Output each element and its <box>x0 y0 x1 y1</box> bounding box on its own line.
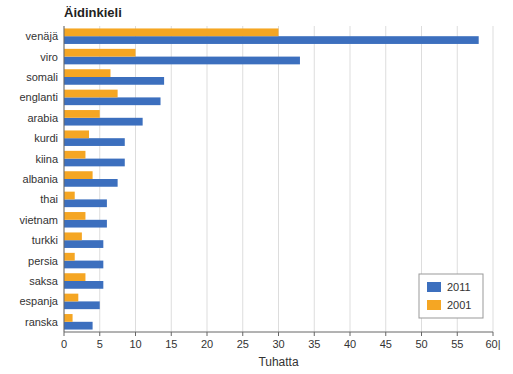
bar <box>64 199 107 207</box>
tick-mark <box>457 332 458 336</box>
tick-label: 55 <box>451 338 463 350</box>
tick-mark <box>242 332 243 336</box>
category-label: arabia <box>27 112 58 124</box>
grid-line <box>171 26 172 332</box>
category-label: englanti <box>19 91 58 103</box>
grid-line <box>314 26 315 332</box>
grid-line <box>385 26 386 332</box>
x-axis-label: Tuhatta <box>258 355 299 369</box>
bar <box>64 28 279 36</box>
category-label: espanja <box>19 295 58 307</box>
category-label: somali <box>26 71 58 83</box>
tick-mark <box>493 332 494 336</box>
tick-label: 50 <box>415 338 427 350</box>
bar <box>64 281 103 289</box>
tick-label: 35 <box>308 338 320 350</box>
category-label: thai <box>40 193 58 205</box>
tick-mark <box>99 332 100 336</box>
grid-line <box>135 26 136 332</box>
bar <box>64 261 103 269</box>
bar <box>64 212 85 220</box>
category-label: venäjä <box>26 30 59 42</box>
bar <box>64 232 82 240</box>
category-label: vietnam <box>19 214 58 226</box>
category-label: albania <box>23 173 59 185</box>
grid-line <box>242 26 243 332</box>
bar <box>64 220 107 228</box>
grid-line <box>350 26 351 332</box>
bar <box>64 36 479 44</box>
category-label: turkki <box>32 234 58 246</box>
bar <box>64 301 100 309</box>
y-axis-line <box>64 26 65 332</box>
grid-line <box>64 26 65 332</box>
category-label: kurdi <box>34 132 58 144</box>
y-axis: venäjä viro somali englanti arabia kurdi kiina… <box>19 30 58 328</box>
bar <box>64 294 78 302</box>
category-label: viro <box>40 51 58 63</box>
title: Äidinkieli <box>64 5 122 20</box>
tick-mark <box>278 332 279 336</box>
category-label: kiina <box>35 153 59 165</box>
bar <box>64 273 85 281</box>
legend: 2011 2001 <box>419 274 483 318</box>
tick-label: 40 <box>344 338 356 350</box>
bar <box>64 192 75 200</box>
bar <box>64 159 125 167</box>
grid <box>64 26 493 332</box>
legend-label: 2011 <box>447 281 471 293</box>
legend-swatch <box>427 282 441 292</box>
bar <box>64 118 143 126</box>
bar <box>64 69 110 77</box>
bar <box>64 179 118 187</box>
bar <box>64 240 103 248</box>
bar <box>64 314 73 322</box>
chart-svg: 0 5 10 15 20 25 30 35 40 45 50 55 60| venäjä viro somal… <box>0 0 513 374</box>
grid-line <box>278 26 279 332</box>
category-label: saksa <box>29 275 59 287</box>
bar <box>64 253 75 261</box>
tick-label: 15 <box>165 338 177 350</box>
tick-mark <box>135 332 136 336</box>
bar <box>64 77 164 85</box>
bar <box>64 151 85 159</box>
bar <box>64 97 161 105</box>
bar <box>64 171 93 179</box>
bar <box>64 49 136 57</box>
tick-label: 20 <box>201 338 213 350</box>
tick-mark <box>314 332 315 336</box>
tick-mark <box>64 332 65 336</box>
bar <box>64 90 118 98</box>
x-axis: 0 5 10 15 20 25 30 35 40 45 50 55 60| <box>61 332 501 350</box>
category-label: ranska <box>25 316 59 328</box>
tick-label: 0 <box>61 338 67 350</box>
category-label: persia <box>28 255 59 267</box>
bars <box>64 28 479 329</box>
bar <box>64 130 89 138</box>
bar <box>64 322 93 330</box>
legend-box <box>419 274 483 318</box>
grid-line <box>207 26 208 332</box>
tick-label: 10 <box>129 338 141 350</box>
x-axis-line <box>64 332 493 333</box>
tick-label: 25 <box>237 338 249 350</box>
grid-line <box>493 26 494 332</box>
bar <box>64 57 300 65</box>
tick-label: 60| <box>485 338 500 350</box>
bar <box>64 138 125 146</box>
tick-mark <box>421 332 422 336</box>
tick-mark <box>350 332 351 336</box>
tick-label: 5 <box>97 338 103 350</box>
tick-label: 30 <box>272 338 284 350</box>
bar <box>64 110 100 118</box>
chart-container: 0 5 10 15 20 25 30 35 40 45 50 55 60| venäjä viro somal… <box>0 0 513 374</box>
tick-mark <box>385 332 386 336</box>
tick-mark <box>171 332 172 336</box>
legend-swatch <box>427 300 441 310</box>
tick-label: 45 <box>380 338 392 350</box>
legend-label: 2001 <box>447 299 471 311</box>
tick-mark <box>207 332 208 336</box>
